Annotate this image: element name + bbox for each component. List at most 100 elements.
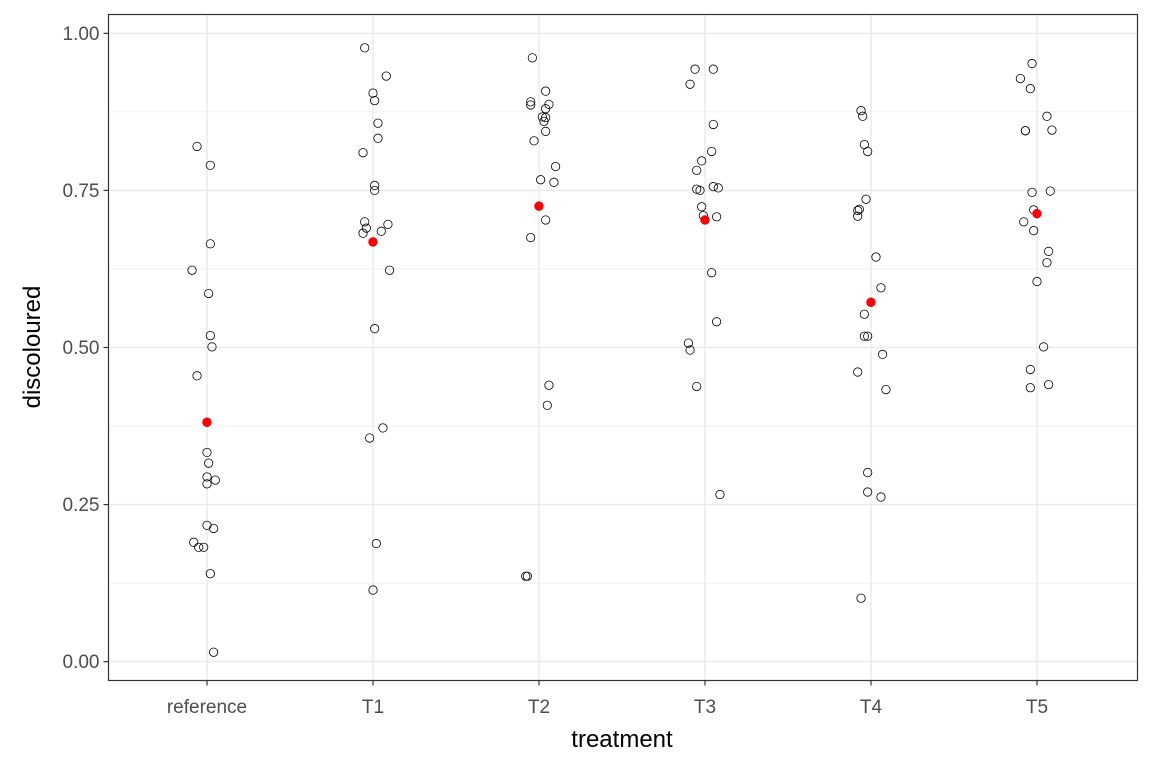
observation-point: [541, 215, 551, 225]
mean-point: [368, 237, 378, 247]
observation-point: [1029, 226, 1039, 236]
y-axis-title: discoloured: [19, 286, 46, 409]
observation-point: [1042, 258, 1052, 268]
observation-point: [707, 146, 717, 157]
mean-point: [866, 297, 876, 308]
observation-point: [202, 447, 212, 458]
observation-point: [370, 95, 380, 106]
observation-point: [541, 126, 551, 136]
observation-point: [210, 475, 220, 485]
observation-point: [712, 212, 722, 222]
mean-points: [202, 201, 1042, 428]
mean-point: [534, 201, 544, 211]
observation-point: [204, 288, 214, 299]
observation-point: [373, 133, 383, 143]
observation-point: [863, 331, 873, 341]
observation-point: [536, 175, 546, 185]
observation-point: [358, 228, 368, 238]
observation-point: [526, 97, 536, 107]
observation-point: [529, 136, 539, 146]
observation-point: [370, 324, 380, 334]
observation-point: [365, 433, 375, 443]
observation-point: [685, 79, 695, 89]
observation-point: [360, 217, 370, 227]
observation-point: [542, 400, 552, 410]
observation-point: [708, 119, 718, 130]
observation-point: [368, 88, 378, 98]
observation-point: [199, 542, 209, 552]
x-axis: reference T1 T2 T3 T4 T5: [167, 680, 1048, 718]
observation-point: [863, 487, 873, 497]
observation-point: [859, 309, 869, 319]
observation-point: [526, 100, 536, 110]
observation-point: [876, 492, 886, 502]
observation-point: [1044, 246, 1054, 256]
observation-point: [378, 423, 388, 433]
observation-point: [205, 330, 215, 341]
x-tick-label: T3: [694, 697, 716, 718]
observation-point: [695, 185, 705, 196]
observation-point: [854, 204, 864, 214]
observation-point: [207, 342, 217, 352]
observation-point: [527, 53, 537, 63]
observation-point: [192, 141, 202, 152]
observation-point: [1025, 383, 1035, 393]
x-tick-label: T5: [1026, 697, 1048, 718]
observation-point: [371, 538, 381, 549]
observation-point: [370, 180, 380, 190]
gridlines: [108, 14, 1138, 681]
observation-point: [1019, 217, 1029, 227]
observation-point: [1045, 186, 1055, 196]
observation-point: [550, 161, 561, 172]
mean-point: [700, 215, 710, 225]
observation-point: [384, 265, 395, 275]
y-tick-label: 0.75: [63, 181, 100, 202]
observation-point: [881, 384, 891, 395]
observation-point: [853, 367, 863, 377]
observation-point: [713, 183, 723, 193]
observation-point: [707, 268, 717, 278]
observation-point: [381, 71, 391, 81]
observation-point: [205, 160, 215, 170]
observation-point: [192, 371, 202, 381]
observation-point: [373, 118, 383, 128]
observation-point: [1047, 125, 1057, 135]
observation-point: [683, 338, 694, 348]
observation-point: [697, 202, 707, 212]
observation-point: [370, 185, 380, 196]
y-tick-label: 0.50: [63, 338, 100, 359]
observation-points: [187, 43, 1057, 657]
observation-point: [361, 223, 371, 233]
observation-point: [871, 252, 881, 262]
observation-point: [202, 472, 212, 482]
observation-point: [209, 647, 219, 657]
observation-point: [549, 177, 559, 187]
observation-point: [202, 479, 212, 489]
observation-point: [856, 593, 866, 603]
observation-point: [1039, 342, 1049, 352]
observation-point: [376, 226, 386, 236]
observation-point: [541, 86, 551, 96]
observation-point: [1032, 276, 1042, 287]
observation-point: [537, 112, 547, 122]
observation-point: [1020, 126, 1030, 136]
observation-point: [708, 182, 718, 192]
observation-point: [863, 467, 873, 478]
observation-point: [697, 156, 707, 166]
y-tick-label: 1.00: [63, 24, 100, 45]
observation-point: [1015, 73, 1026, 84]
x-tick-label: T2: [528, 697, 550, 718]
y-tick-label: 0.25: [63, 495, 100, 516]
observation-point: [1027, 187, 1037, 197]
observation-point: [853, 205, 863, 216]
observation-point: [685, 345, 695, 355]
observation-point: [526, 232, 536, 243]
observation-point: [204, 458, 214, 468]
y-axis: 0.00 0.25 0.50 0.75 1.00: [63, 24, 109, 673]
observation-point: [708, 64, 718, 74]
observation-point: [205, 239, 215, 249]
x-tick-label: T1: [362, 697, 384, 718]
observation-point: [1025, 364, 1035, 375]
